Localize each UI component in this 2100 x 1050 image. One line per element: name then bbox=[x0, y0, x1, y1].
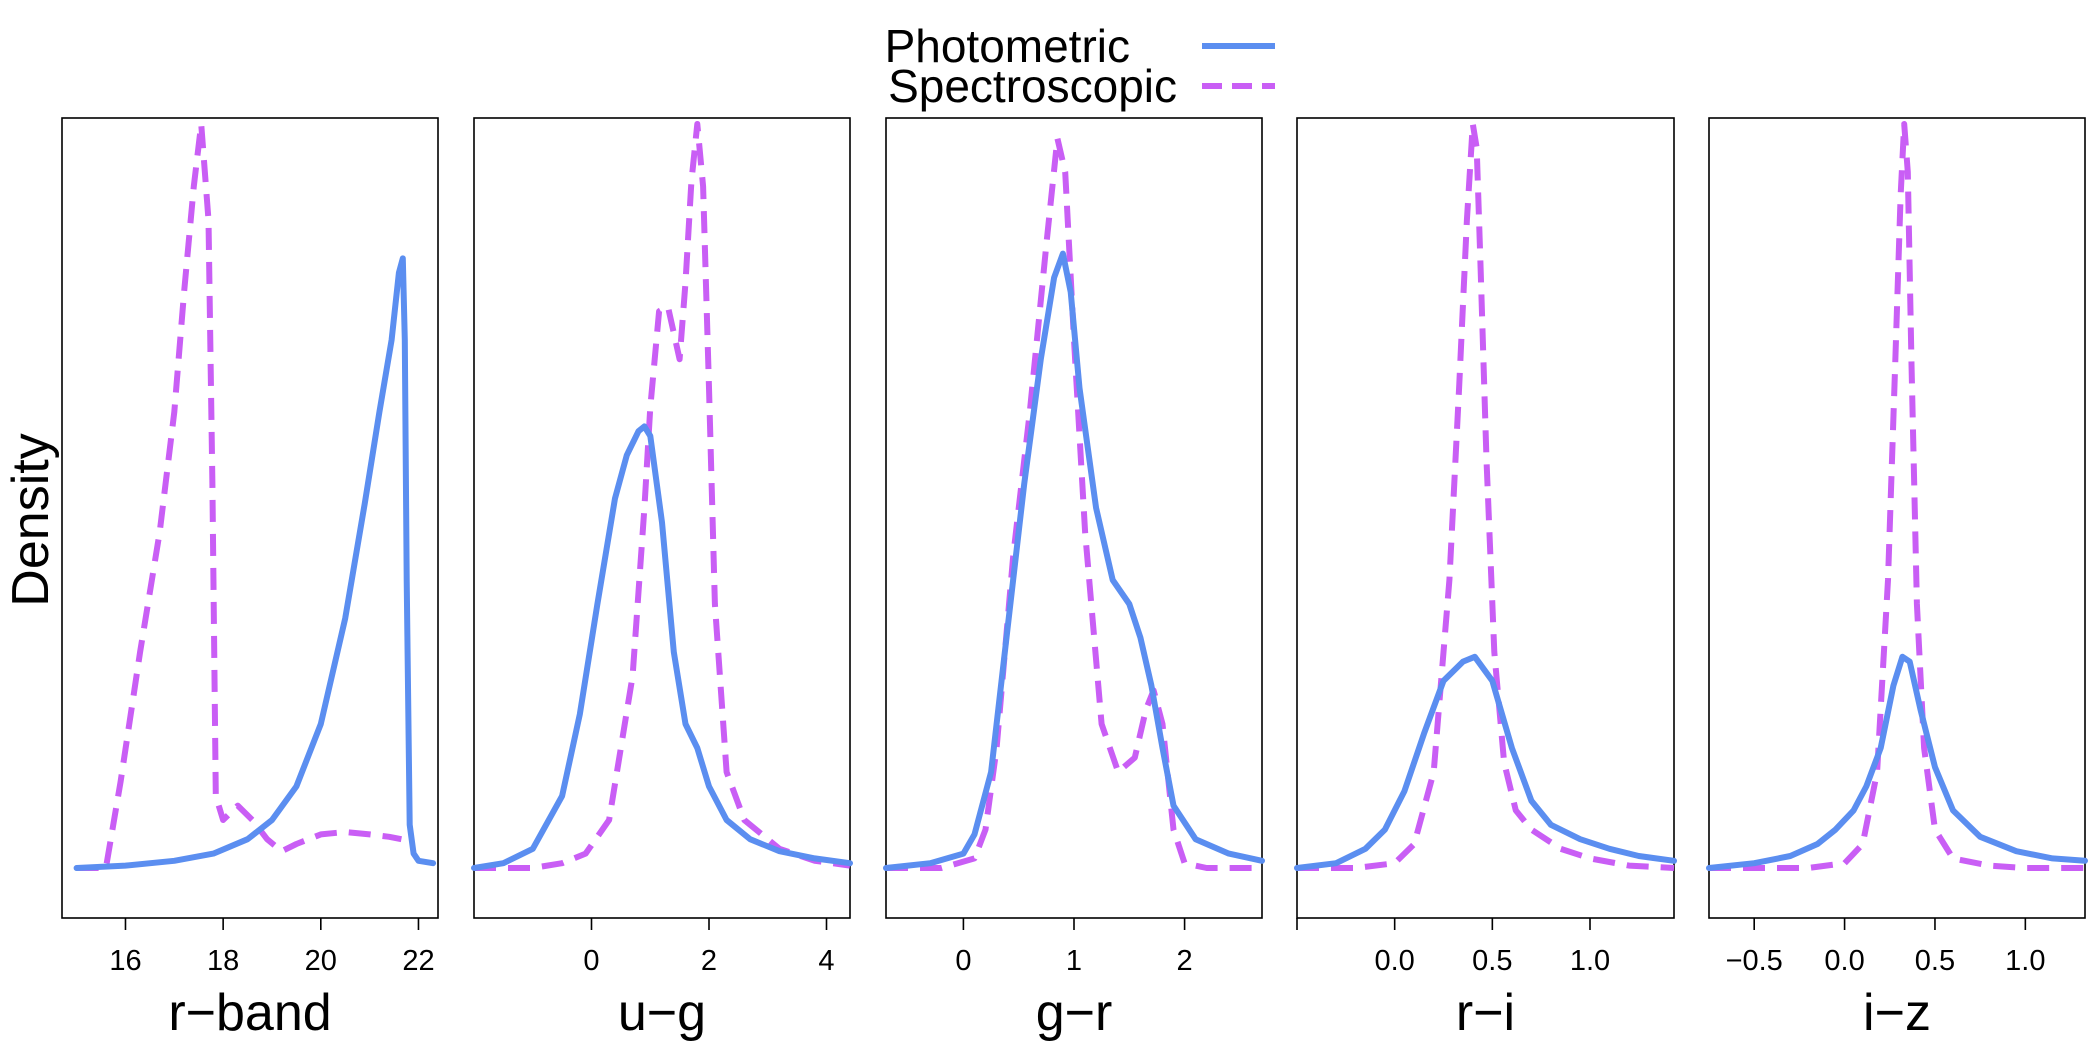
panel-4: 0.0 0.5 1.0 r−i bbox=[1294, 117, 1677, 1042]
panel-frame bbox=[1296, 117, 1675, 919]
legend: Photometric Spectroscopic bbox=[885, 20, 1275, 112]
x-axis-title: i−z bbox=[1863, 984, 1931, 1042]
legend-label-spectroscopic: Spectroscopic bbox=[888, 60, 1177, 112]
panel-3: 0 1 2 g−r bbox=[883, 117, 1265, 1042]
panel-frame bbox=[885, 117, 1263, 919]
x-axis-title: r−band bbox=[168, 984, 331, 1042]
x-axis-title: u−g bbox=[618, 984, 706, 1042]
x-axis-title: g−r bbox=[1036, 984, 1113, 1042]
series-line-spectroscopic bbox=[76, 121, 402, 871]
legend-label-photometric: Photometric bbox=[885, 20, 1130, 72]
series-line-photometric bbox=[1294, 653, 1677, 871]
series-line-photometric bbox=[1706, 653, 2088, 871]
panel-5: −0.5 0.0 0.5 1.0 i−z bbox=[1706, 117, 2088, 1042]
series-line-spectroscopic bbox=[1709, 121, 2085, 871]
panel-frame bbox=[473, 117, 851, 919]
x-tick-label: 1.0 bbox=[2005, 945, 2045, 977]
x-tick-label: 2 bbox=[1177, 945, 1193, 977]
series-line-spectroscopic bbox=[1297, 121, 1675, 871]
panels-group: 16 18 20 22 r−band 0 2 4 u−g 0 1 2 g−r 0.0 0.5 1.0 r−i −0… bbox=[61, 117, 2088, 1042]
x-tick-label: 1 bbox=[1066, 945, 1082, 977]
panel-frame bbox=[61, 117, 439, 919]
y-axis-title: Density bbox=[2, 433, 60, 606]
panel-2: 0 2 4 u−g bbox=[471, 117, 853, 1042]
x-tick-label: 0 bbox=[583, 945, 599, 977]
series-line-photometric bbox=[73, 255, 437, 871]
x-tick-label: 20 bbox=[305, 945, 337, 977]
x-tick-label: 0.5 bbox=[1915, 945, 1955, 977]
x-tick-label: −0.5 bbox=[1726, 945, 1783, 977]
series-line-spectroscopic bbox=[474, 121, 851, 871]
x-tick-label: 0.0 bbox=[1824, 945, 1864, 977]
panel-1: 16 18 20 22 r−band bbox=[61, 117, 439, 1042]
series-line-photometric bbox=[883, 250, 1265, 871]
panel-frame bbox=[1708, 117, 2086, 919]
x-tick-label: 0 bbox=[955, 945, 971, 977]
x-tick-label: 0.5 bbox=[1472, 945, 1512, 977]
x-tick-label: 4 bbox=[818, 945, 834, 977]
x-tick-label: 22 bbox=[402, 945, 434, 977]
x-axis-title: r−i bbox=[1456, 984, 1515, 1042]
x-tick-label: 16 bbox=[109, 945, 141, 977]
x-tick-label: 18 bbox=[207, 945, 239, 977]
x-tick-label: 1.0 bbox=[1570, 945, 1610, 977]
x-tick-label: 2 bbox=[701, 945, 717, 977]
series-line-spectroscopic bbox=[886, 135, 1262, 871]
series-line-photometric bbox=[471, 423, 853, 871]
x-tick-label: 0.0 bbox=[1375, 945, 1415, 977]
